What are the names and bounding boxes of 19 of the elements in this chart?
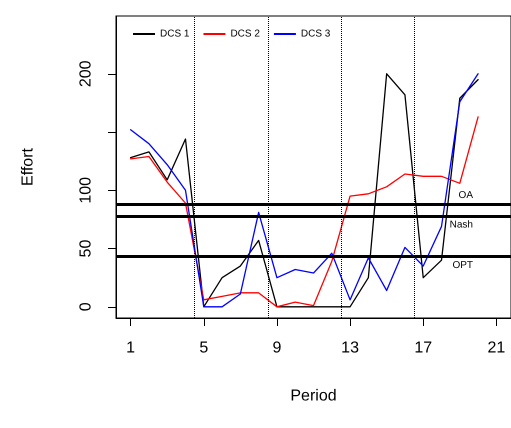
- y-tick-label: 0: [78, 302, 94, 312]
- x-tick-label: 21: [487, 340, 506, 356]
- y-tick-label: 200: [78, 60, 94, 88]
- legend-label: DCS 3: [300, 28, 331, 40]
- x-axis-title: Period: [290, 388, 337, 404]
- ref-line-label: Nash: [450, 219, 473, 230]
- legend-label: DCS 1: [160, 28, 190, 40]
- x-tick-label: 9: [272, 340, 282, 356]
- legend-label: DCS 2: [230, 28, 260, 40]
- x-tick-label: 17: [414, 340, 432, 356]
- line-series: [130, 116, 479, 308]
- x-tick-label: 5: [199, 340, 208, 356]
- ref-line-label: OA: [458, 190, 474, 201]
- x-tick-label: 1: [126, 340, 136, 356]
- y-tick-label: 100: [78, 176, 94, 204]
- y-axis-title: Effort: [20, 147, 36, 186]
- ref-line-label: OPT: [452, 260, 473, 272]
- y-tick-label: 50: [78, 240, 94, 258]
- x-tick-label: 13: [341, 340, 360, 356]
